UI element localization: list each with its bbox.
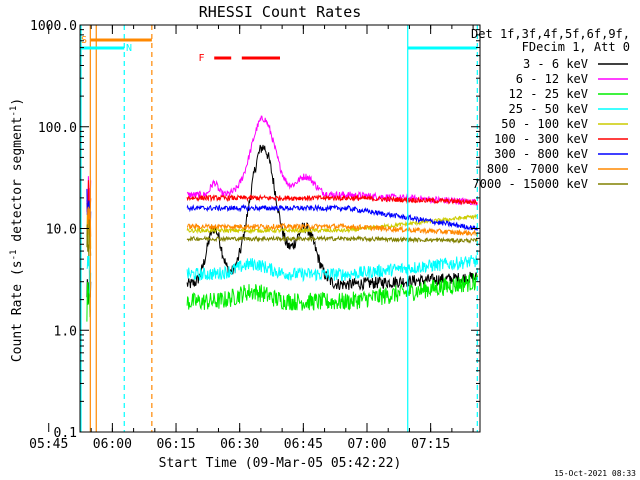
legend-header-line-1: Det 1f,3f,4f,5f,6f,9f, bbox=[471, 27, 630, 41]
legend-label-800-7000-kev: 800 - 7000 keV bbox=[487, 162, 588, 176]
y-tick-label: 1000.0 bbox=[30, 19, 77, 34]
legend-label-3-6-kev: 3 - 6 keV bbox=[523, 57, 588, 71]
legend-label-100-300-kev: 100 - 300 keV bbox=[494, 132, 588, 146]
x-tick-label: 07:00 bbox=[347, 437, 386, 452]
series-line-300-800-kev bbox=[186, 203, 478, 231]
chart-title: RHESSI Count Rates bbox=[199, 3, 362, 21]
legend-label-50-100-kev: 50 - 100 keV bbox=[501, 117, 588, 131]
y-tick-label: 10.0 bbox=[46, 223, 77, 238]
plot-area bbox=[80, 25, 480, 432]
marker-f: F bbox=[199, 53, 205, 64]
plot-background bbox=[80, 25, 480, 432]
y-tick-label: 100.0 bbox=[38, 121, 77, 136]
overlay-layer: SNF bbox=[80, 25, 478, 432]
x-tick-label: 07:15 bbox=[411, 437, 450, 452]
legend-label-25-50-kev: 25 - 50 keV bbox=[509, 102, 588, 116]
x-tick-label: 06:00 bbox=[93, 437, 132, 452]
series-line-7000-15000-kev bbox=[186, 234, 478, 244]
legend-label-300-800-kev: 300 - 800 keV bbox=[494, 147, 588, 161]
legend-label-12-25-kev: 12 - 25 keV bbox=[509, 87, 588, 101]
legend-label-7000-15000-kev: 7000 - 15000 keV bbox=[472, 177, 588, 191]
series-line-100-300-kev bbox=[186, 193, 478, 206]
y-tick-label: 1.0 bbox=[54, 324, 77, 339]
series-line-12-25-kev bbox=[186, 273, 478, 311]
series-line-25-50-kev bbox=[186, 255, 478, 283]
series-line-6-12-kev bbox=[186, 115, 478, 206]
timestamp: 15-Oct-2021 08:33 bbox=[554, 469, 636, 478]
legend-label-6-12-kev: 6 - 12 keV bbox=[516, 72, 588, 86]
legend-header-line-2: FDecim 1, Att 0 bbox=[522, 40, 630, 54]
x-tick-label: 06:45 bbox=[284, 437, 323, 452]
x-tick-label: 06:15 bbox=[156, 437, 195, 452]
x-tick-label: 06:30 bbox=[220, 437, 259, 452]
legend: Det 1f,3f,4f,5f,6f,9f, FDecim 1, Att 0 3… bbox=[471, 27, 630, 191]
y-tick-label: 0.1 bbox=[54, 426, 77, 441]
x-axis-label: Start Time (09-Mar-05 05:42:22) bbox=[159, 456, 402, 471]
axes-layer: 0.1 1.0 10.0 100.0 1000.0 05:45 06:00 06:15 06:3… bbox=[29, 19, 481, 452]
x-tick-label: 05:45 bbox=[29, 437, 68, 452]
y-axis-label: Count Rate (s-1 detector segment-1) bbox=[9, 98, 25, 362]
marker-n: N bbox=[126, 43, 132, 54]
series-line-800-7000-kev bbox=[186, 222, 478, 237]
